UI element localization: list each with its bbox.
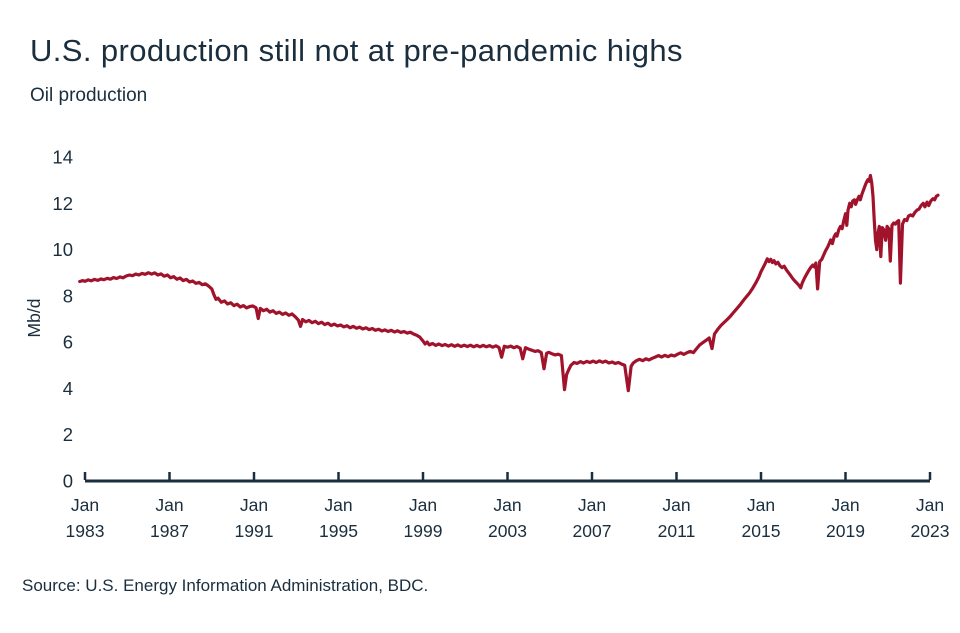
y-axis: 0 2 4 6 8 10 12 14 Mb/d xyxy=(24,146,73,491)
x-tick-label-month: Jan xyxy=(747,495,775,515)
x-tick-label-month: Jan xyxy=(324,495,352,515)
chart-subtitle: Oil production xyxy=(30,85,148,106)
x-tick-label-month: Jan xyxy=(831,495,859,515)
production-line xyxy=(78,173,940,393)
x-tick-label-year: 2011 xyxy=(658,521,696,541)
x-tick-label-month: Jan xyxy=(240,495,268,515)
x-tick-label-month: Jan xyxy=(916,495,944,515)
x-tick-label-year: 2003 xyxy=(488,521,527,541)
y-axis-title: Mb/d xyxy=(24,299,44,338)
y-tick-label: 6 xyxy=(63,332,73,353)
x-tick-label-year: 1991 xyxy=(235,521,274,541)
x-tick-label-month: Jan xyxy=(155,495,183,515)
x-tick-label-year: 2015 xyxy=(742,521,781,541)
x-tick-label-month: Jan xyxy=(493,495,521,515)
chart-title: U.S. production still not at pre-pandemi… xyxy=(30,33,683,68)
y-tick-label: 8 xyxy=(63,285,73,306)
x-axis: Jan 1983 Jan 1987 Jan 1991 Jan 1995 Jan 1999 Jan 20… xyxy=(66,472,950,541)
x-tick-label-year: 1999 xyxy=(404,521,443,541)
y-tick-label: 2 xyxy=(63,424,73,445)
x-tick-label-month: Jan xyxy=(662,495,690,515)
x-tick-label-year: 1983 xyxy=(66,521,105,541)
x-tick-label-month: Jan xyxy=(409,495,437,515)
y-tick-label: 4 xyxy=(63,378,73,399)
x-tick-label-month: Jan xyxy=(578,495,606,515)
y-tick-label: 0 xyxy=(63,470,73,491)
x-tick-label-year: 1995 xyxy=(319,521,358,541)
x-tick-label-month: Jan xyxy=(71,495,99,515)
y-tick-label: 10 xyxy=(52,239,73,260)
x-tick-label-year: 2007 xyxy=(573,521,612,541)
y-tick-label: 12 xyxy=(52,193,73,214)
x-tick-label-year: 1987 xyxy=(150,521,189,541)
y-tick-label: 14 xyxy=(52,146,73,167)
x-tick-label-year: 2019 xyxy=(826,521,865,541)
source-note: Source: U.S. Energy Information Administ… xyxy=(22,576,429,595)
x-tick-label-year: 2023 xyxy=(911,521,950,541)
